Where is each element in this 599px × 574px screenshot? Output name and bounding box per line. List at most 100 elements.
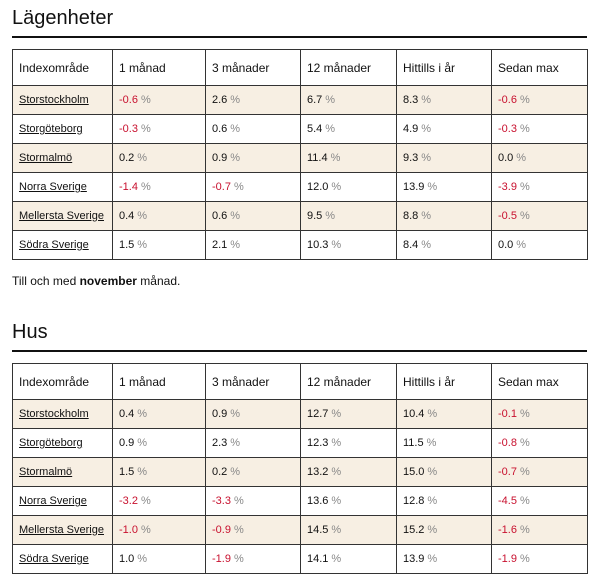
value-cell: 12.0% xyxy=(300,172,397,202)
value-cell: 0.2% xyxy=(205,457,301,487)
value: 8.8 xyxy=(403,210,419,222)
value: -0.9 xyxy=(212,524,231,536)
data-row: Storgöteborg 0.9% 2.3% 12.3% 11.5% -0.8% xyxy=(12,428,588,458)
region-link[interactable]: Norra Sverige xyxy=(19,181,87,193)
unit: % xyxy=(137,408,148,420)
note-text: Till och med xyxy=(12,274,77,288)
region-cell: Stormalmö xyxy=(12,143,113,173)
value-cell: -0.7% xyxy=(491,457,588,487)
value-cell: 11.5% xyxy=(396,428,492,458)
value: 13.9 xyxy=(403,181,425,193)
column-header: 12 månader xyxy=(300,363,397,400)
unit: % xyxy=(331,495,342,507)
region-link[interactable]: Norra Sverige xyxy=(19,495,87,507)
value: 9.5 xyxy=(307,210,323,222)
value: 0.0 xyxy=(498,152,514,164)
unit: % xyxy=(331,466,342,478)
value-cell: 14.1% xyxy=(300,544,397,574)
unit: % xyxy=(331,437,342,449)
value: -1.9 xyxy=(212,553,231,565)
unit: % xyxy=(140,94,151,106)
value: 0.0 xyxy=(498,239,514,251)
unit: % xyxy=(140,495,151,507)
region-link[interactable]: Storstockholm xyxy=(19,94,89,106)
unit: % xyxy=(519,466,530,478)
value: 13.9 xyxy=(403,553,425,565)
value: 12.0 xyxy=(307,181,329,193)
value: -0.8 xyxy=(498,437,517,449)
value-cell: 12.7% xyxy=(300,399,397,429)
value: -0.1 xyxy=(498,408,517,420)
region-link[interactable]: Stormalmö xyxy=(19,152,73,164)
value: -1.0 xyxy=(119,524,138,536)
value-cell: 0.6% xyxy=(205,201,301,231)
unit: % xyxy=(519,553,530,565)
value: 0.9 xyxy=(119,437,135,449)
value-cell: 13.9% xyxy=(396,172,492,202)
region-link[interactable]: Stormalmö xyxy=(19,466,73,478)
region-link[interactable]: Södra Sverige xyxy=(19,239,89,251)
value: 0.2 xyxy=(119,152,135,164)
value: -0.3 xyxy=(498,123,517,135)
value: 12.8 xyxy=(403,495,425,507)
value-cell: 12.3% xyxy=(300,428,397,458)
value: 14.1 xyxy=(307,553,329,565)
region-link[interactable]: Södra Sverige xyxy=(19,553,89,565)
unit: % xyxy=(137,466,148,478)
unit: % xyxy=(331,239,342,251)
region-link[interactable]: Mellersta Sverige xyxy=(19,524,104,536)
data-row: Mellersta Sverige -1.0% -0.9% 14.5% 15.2% -1.… xyxy=(12,515,588,545)
unit: % xyxy=(140,123,151,135)
region-link[interactable]: Storgöteborg xyxy=(19,123,83,135)
region-cell: Storstockholm xyxy=(12,399,113,429)
value-cell: 1.0% xyxy=(112,544,206,574)
column-header: Indexområde xyxy=(12,363,113,400)
data-row: Storstockholm 0.4% 0.9% 12.7% 10.4% -0.1% xyxy=(12,399,588,429)
region-link[interactable]: Storstockholm xyxy=(19,408,89,420)
value-cell: -3.2% xyxy=(112,486,206,516)
value: 1.0 xyxy=(119,553,135,565)
unit: % xyxy=(331,553,342,565)
data-row: Norra Sverige -3.2% -3.3% 13.6% 12.8% -4.5% xyxy=(12,486,588,516)
column-header: 3 månader xyxy=(205,363,301,400)
unit: % xyxy=(325,94,336,106)
data-row: Stormalmö 0.2% 0.9% 11.4% 9.3% 0.0% xyxy=(12,143,588,173)
section-title: Hus xyxy=(12,314,587,352)
value: 10.3 xyxy=(307,239,329,251)
value: 12.3 xyxy=(307,437,329,449)
value-cell: 13.2% xyxy=(300,457,397,487)
unit: % xyxy=(421,210,432,222)
value-cell: -0.1% xyxy=(491,399,588,429)
value-cell: -0.7% xyxy=(205,172,301,202)
value: 13.2 xyxy=(307,466,329,478)
value: 1.5 xyxy=(119,466,135,478)
value-cell: -3.3% xyxy=(205,486,301,516)
value: -3.9 xyxy=(498,181,517,193)
region-cell: Södra Sverige xyxy=(12,230,113,260)
data-row: Storstockholm -0.6% 2.6% 6.7% 8.3% -0.6% xyxy=(12,85,588,115)
unit: % xyxy=(137,437,148,449)
region-cell: Norra Sverige xyxy=(12,486,113,516)
region-cell: Mellersta Sverige xyxy=(12,515,113,545)
value-cell: 0.6% xyxy=(205,114,301,144)
column-header: 1 månad xyxy=(112,363,206,400)
section-title: Lägenheter xyxy=(12,0,587,38)
unit: % xyxy=(427,466,438,478)
value-cell: 0.4% xyxy=(112,399,206,429)
unit: % xyxy=(516,239,527,251)
unit: % xyxy=(137,239,148,251)
unit: % xyxy=(331,524,342,536)
unit: % xyxy=(230,123,241,135)
value-cell: -1.0% xyxy=(112,515,206,545)
value-cell: -1.9% xyxy=(205,544,301,574)
region-link[interactable]: Storgöteborg xyxy=(19,437,83,449)
index-table: Indexområde 1 månad 3 månader 12 månader Hit… xyxy=(12,363,588,574)
value-cell: 10.3% xyxy=(300,230,397,260)
value-cell: -1.9% xyxy=(491,544,588,574)
column-header: 1 månad xyxy=(112,49,206,86)
region-link[interactable]: Mellersta Sverige xyxy=(19,210,104,222)
unit: % xyxy=(230,210,241,222)
value: 12.7 xyxy=(307,408,329,420)
region-cell: Storstockholm xyxy=(12,85,113,115)
